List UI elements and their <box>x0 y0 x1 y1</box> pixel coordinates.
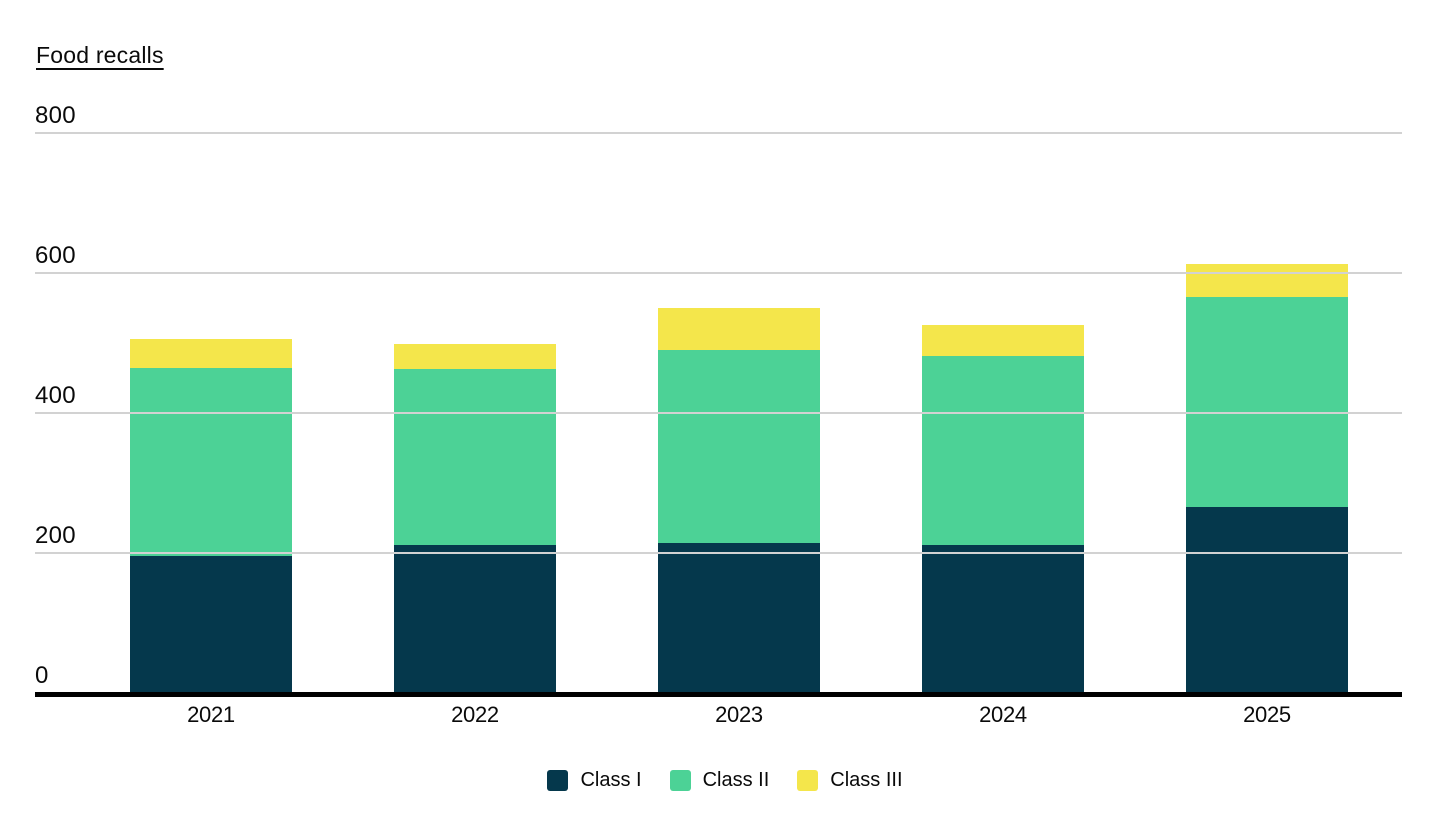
y-axis-tick-label-200: 200 <box>35 522 76 549</box>
bar-group-2023 <box>607 132 871 692</box>
x-axis-tick-label-2022: 2022 <box>451 702 499 727</box>
bars <box>79 132 1399 692</box>
bar-group-2021 <box>79 132 343 692</box>
bar-stack-2023 <box>658 308 820 692</box>
x-axis-tick-label-2023: 2023 <box>715 702 763 727</box>
plot-area: 0 200 400 600 800 <box>35 104 1402 692</box>
y-axis-tick-label-800: 800 <box>35 102 76 129</box>
legend-label-class-ii: Class II <box>702 769 770 791</box>
bar-segment-class-i <box>922 545 1084 692</box>
chart-title: Food recalls <box>36 42 164 68</box>
y-axis-tick-label-0: 0 <box>35 662 49 689</box>
x-axis-labels: 2021 2022 2023 2024 2025 <box>79 703 1399 727</box>
bar-stack-2022 <box>394 344 556 692</box>
bar-stack-2024 <box>922 325 1084 692</box>
bar-segment-class-i <box>1186 506 1348 692</box>
x-axis-tick-label-2025: 2025 <box>1243 702 1291 727</box>
bar-group-2024 <box>871 132 1135 692</box>
bar-segment-class-i <box>130 555 292 692</box>
gridline-200 <box>35 552 1402 554</box>
bar-segment-class-i <box>394 545 556 692</box>
x-axis-line <box>35 692 1402 697</box>
bar-segment-class-ii <box>130 367 292 556</box>
bar-segment-class-iii <box>658 308 820 351</box>
legend-swatch-class-ii <box>669 769 691 791</box>
bar-segment-class-iii <box>922 325 1084 356</box>
bar-segment-class-iii <box>1186 263 1348 298</box>
bar-segment-class-ii <box>658 350 820 543</box>
legend-item-class-i: Class I <box>547 769 642 791</box>
x-axis-tick-label-2024: 2024 <box>979 702 1027 727</box>
legend-item-class-iii: Class III <box>797 769 903 791</box>
bar-segment-class-ii <box>922 356 1084 545</box>
bar-segment-class-iii <box>394 344 556 370</box>
bar-stack-2021 <box>130 338 292 692</box>
bar-segment-class-ii <box>1186 297 1348 507</box>
x-axis-tick-label-2021: 2021 <box>187 702 235 727</box>
legend-label-class-i: Class I <box>580 769 642 791</box>
bar-group-2022 <box>343 132 607 692</box>
bar-segment-class-i <box>658 542 820 692</box>
gridline-400 <box>35 412 1402 414</box>
legend-swatch-class-iii <box>797 769 819 791</box>
legend-label-class-iii: Class III <box>830 769 903 791</box>
legend-swatch-class-i <box>547 769 569 791</box>
bar-stack-2025 <box>1186 263 1348 692</box>
gridline-800 <box>35 132 1402 134</box>
legend: Class I Class II Class III <box>0 769 1450 791</box>
bar-segment-class-iii <box>130 338 292 368</box>
y-axis-tick-label-400: 400 <box>35 382 76 409</box>
bar-group-2025 <box>1135 132 1399 692</box>
y-axis-tick-label-600: 600 <box>35 242 76 269</box>
bar-segment-class-ii <box>394 369 556 545</box>
gridline-600 <box>35 272 1402 274</box>
legend-item-class-ii: Class II <box>669 769 770 791</box>
